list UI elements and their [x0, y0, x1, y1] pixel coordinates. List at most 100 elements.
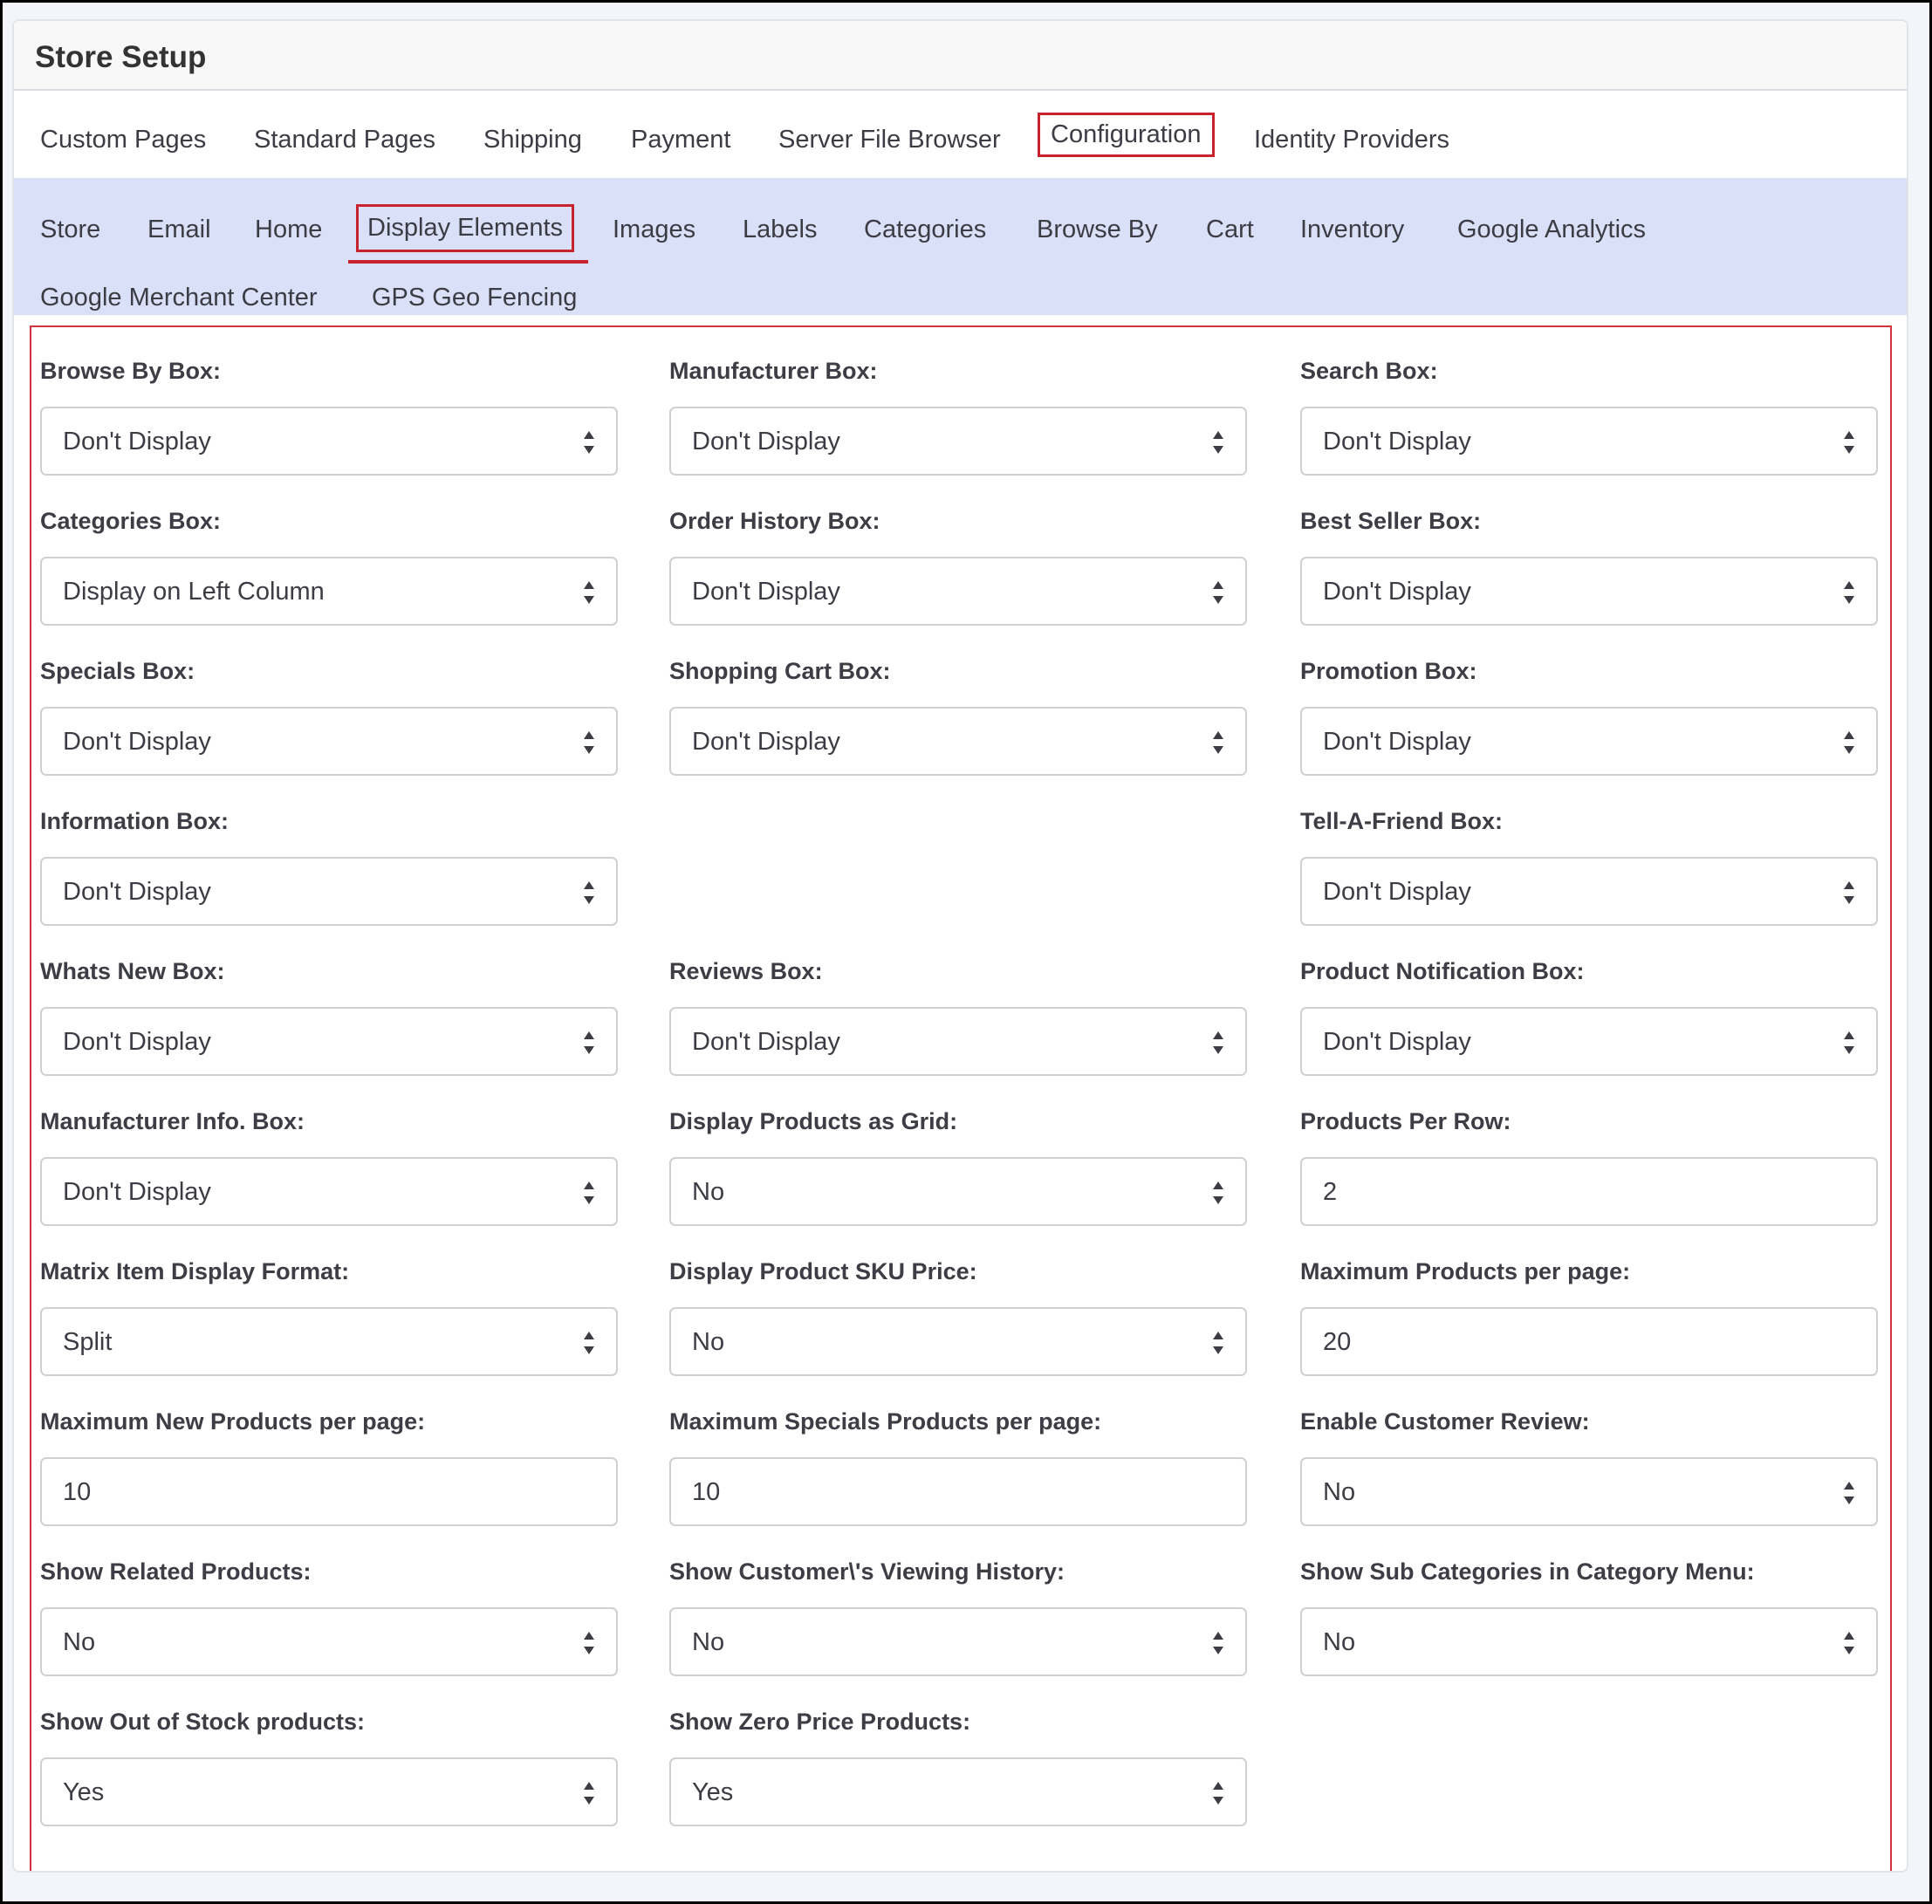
- enable-customer-review-value: No: [1323, 1478, 1356, 1506]
- show-customer-s-viewing-history-select[interactable]: No: [669, 1607, 1247, 1676]
- show-sub-categories-in-category-menu-select[interactable]: No: [1300, 1607, 1878, 1676]
- subtab-gps-geo-fencing[interactable]: GPS Geo Fencing: [372, 284, 578, 312]
- categories-box-select[interactable]: Display on Left Column: [40, 557, 618, 626]
- subtab-labels[interactable]: Labels: [743, 216, 818, 243]
- select-arrows-icon: [583, 1330, 595, 1356]
- tab-shipping[interactable]: Shipping: [483, 126, 582, 154]
- select-arrows-icon: [1843, 1030, 1855, 1056]
- display-products-as-grid-value: No: [692, 1178, 725, 1206]
- tab-identity-providers[interactable]: Identity Providers: [1254, 126, 1450, 154]
- promotion-box-label: Promotion Box:: [1300, 658, 1477, 684]
- subtab-google-analytics[interactable]: Google Analytics: [1457, 216, 1647, 243]
- best-seller-box-label: Best Seller Box:: [1300, 508, 1482, 534]
- search-box-value: Don't Display: [1323, 428, 1471, 455]
- store-setup-card: Store Setup Custom Pages Standard Pages …: [12, 19, 1908, 1873]
- information-box-select[interactable]: Don't Display: [40, 857, 618, 926]
- show-out-of-stock-products-label: Show Out of Stock products:: [40, 1709, 365, 1735]
- page-title: Store Setup: [35, 40, 207, 74]
- enable-customer-review-select[interactable]: No: [1300, 1457, 1878, 1526]
- browse-by-box-value: Don't Display: [63, 428, 211, 455]
- manufacturer-box-value: Don't Display: [692, 428, 840, 455]
- subtab-store[interactable]: Store: [40, 216, 101, 243]
- show-zero-price-products-label: Show Zero Price Products:: [669, 1709, 971, 1735]
- subtab-email[interactable]: Email: [147, 216, 211, 243]
- tab-server-file-browser[interactable]: Server File Browser: [778, 126, 1001, 154]
- tab-configuration[interactable]: Configuration: [1038, 113, 1215, 157]
- subtab-categories[interactable]: Categories: [864, 216, 987, 243]
- specials-box-label: Specials Box:: [40, 658, 195, 684]
- maximum-specials-products-per-page-label: Maximum Specials Products per page:: [669, 1408, 1102, 1435]
- maximum-new-products-per-page-input[interactable]: 10: [40, 1457, 618, 1526]
- subtab-display-elements[interactable]: Display Elements: [355, 204, 575, 252]
- display-product-sku-price-select[interactable]: No: [669, 1307, 1247, 1376]
- order-history-box-value: Don't Display: [692, 578, 840, 606]
- show-related-products-label: Show Related Products:: [40, 1558, 312, 1585]
- subtab-browse-by[interactable]: Browse By: [1037, 216, 1158, 243]
- select-arrows-icon: [583, 1780, 595, 1806]
- order-history-box-select[interactable]: Don't Display: [669, 557, 1247, 626]
- matrix-item-display-format-select[interactable]: Split: [40, 1307, 618, 1376]
- search-box-select[interactable]: Don't Display: [1300, 407, 1878, 476]
- tab-custom-pages[interactable]: Custom Pages: [40, 126, 207, 154]
- show-zero-price-products-select[interactable]: Yes: [669, 1757, 1247, 1826]
- maximum-new-products-per-page-label: Maximum New Products per page:: [40, 1408, 426, 1435]
- select-arrows-icon: [1212, 729, 1224, 756]
- select-arrows-icon: [583, 429, 595, 455]
- promotion-box-select[interactable]: Don't Display: [1300, 707, 1878, 776]
- specials-box-value: Don't Display: [63, 728, 211, 756]
- subtab-home[interactable]: Home: [255, 216, 323, 243]
- reviews-box-select[interactable]: Don't Display: [669, 1007, 1247, 1076]
- shopping-cart-box-select[interactable]: Don't Display: [669, 707, 1247, 776]
- subtab-inventory[interactable]: Inventory: [1300, 216, 1405, 243]
- best-seller-box-value: Don't Display: [1323, 578, 1471, 606]
- subtab-images[interactable]: Images: [613, 216, 696, 243]
- categories-box-label: Categories Box:: [40, 508, 222, 534]
- maximum-products-per-page-input[interactable]: 20: [1300, 1307, 1878, 1376]
- manufacturer-info-box-select[interactable]: Don't Display: [40, 1157, 618, 1226]
- show-out-of-stock-products-select[interactable]: Yes: [40, 1757, 618, 1826]
- best-seller-box-select[interactable]: Don't Display: [1300, 557, 1878, 626]
- select-arrows-icon: [583, 1030, 595, 1056]
- select-arrows-icon: [1212, 1030, 1224, 1056]
- information-box-value: Don't Display: [63, 878, 211, 906]
- show-sub-categories-in-category-menu-label: Show Sub Categories in Category Menu:: [1300, 1558, 1755, 1585]
- maximum-specials-products-per-page-input[interactable]: 10: [669, 1457, 1247, 1526]
- whats-new-box-select[interactable]: Don't Display: [40, 1007, 618, 1076]
- tab-standard-pages[interactable]: Standard Pages: [254, 126, 435, 154]
- show-sub-categories-in-category-menu-value: No: [1323, 1628, 1356, 1656]
- select-arrows-icon: [1212, 1630, 1224, 1656]
- display-elements-form-highlight: [30, 325, 1892, 1871]
- matrix-item-display-format-value: Split: [63, 1328, 113, 1356]
- specials-box-select[interactable]: Don't Display: [40, 707, 618, 776]
- maximum-specials-products-per-page-value: 10: [692, 1478, 721, 1506]
- tab-payment[interactable]: Payment: [631, 126, 731, 154]
- subtab-google-merchant-center[interactable]: Google Merchant Center: [40, 284, 318, 312]
- show-related-products-select[interactable]: No: [40, 1607, 618, 1676]
- show-out-of-stock-products-value: Yes: [63, 1778, 105, 1806]
- select-arrows-icon: [583, 729, 595, 756]
- browse-by-box-select[interactable]: Don't Display: [40, 407, 618, 476]
- select-arrows-icon: [1843, 729, 1855, 756]
- active-subtab-underline: [348, 260, 588, 264]
- select-arrows-icon: [1843, 429, 1855, 455]
- tell-a-friend-box-select[interactable]: Don't Display: [1300, 857, 1878, 926]
- enable-customer-review-label: Enable Customer Review:: [1300, 1408, 1590, 1435]
- manufacturer-info-box-value: Don't Display: [63, 1178, 211, 1206]
- select-arrows-icon: [1212, 579, 1224, 606]
- products-per-row-value: 2: [1323, 1178, 1338, 1206]
- reviews-box-label: Reviews Box:: [669, 958, 823, 984]
- search-box-label: Search Box:: [1300, 358, 1438, 384]
- show-zero-price-products-value: Yes: [692, 1778, 734, 1806]
- tell-a-friend-box-value: Don't Display: [1323, 878, 1471, 906]
- order-history-box-label: Order History Box:: [669, 508, 880, 534]
- product-notification-box-select[interactable]: Don't Display: [1300, 1007, 1878, 1076]
- manufacturer-box-select[interactable]: Don't Display: [669, 407, 1247, 476]
- display-products-as-grid-select[interactable]: No: [669, 1157, 1247, 1226]
- products-per-row-input[interactable]: 2: [1300, 1157, 1878, 1226]
- show-customer-s-viewing-history-value: No: [692, 1628, 725, 1656]
- manufacturer-box-label: Manufacturer Box:: [669, 358, 878, 384]
- select-arrows-icon: [1212, 1180, 1224, 1206]
- maximum-new-products-per-page-value: 10: [63, 1478, 92, 1506]
- subtab-cart[interactable]: Cart: [1206, 216, 1254, 243]
- maximum-products-per-page-label: Maximum Products per page:: [1300, 1258, 1631, 1284]
